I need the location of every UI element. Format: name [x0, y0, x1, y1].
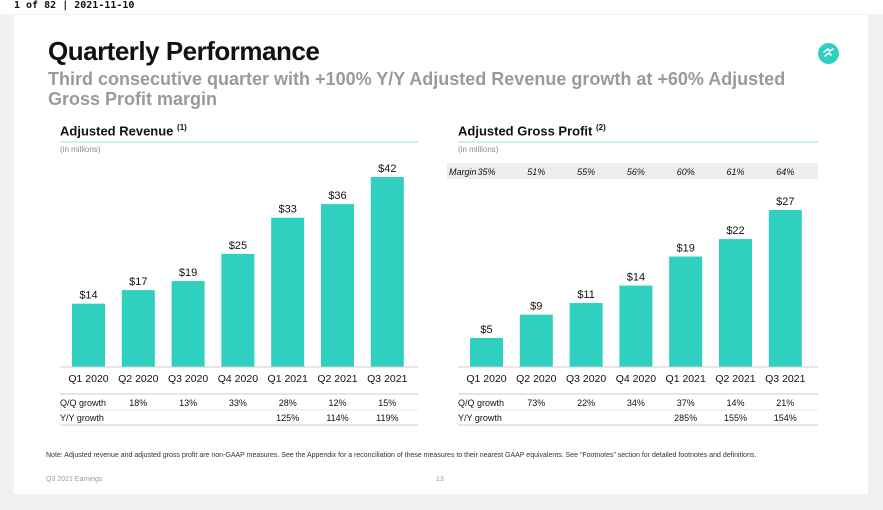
footnote-text: Note: Adjusted revenue and adjusted gros… [46, 452, 757, 459]
revenue-bar [171, 281, 205, 367]
revenue-table-cell: 13% [179, 398, 197, 408]
gross-profit-category-label: Q3 2021 [765, 373, 805, 385]
gross-profit-margin-value: 51% [527, 167, 545, 177]
revenue-table-cell: 15% [378, 398, 396, 408]
gross-profit-table-row-label: Y/Y growth [458, 413, 502, 423]
revenue-value-label: $33 [279, 204, 297, 216]
gross-profit-table-cell: 14% [726, 398, 744, 408]
gross-profit-table-row-label: Q/Q growth [458, 398, 504, 408]
gross-profit-margin-value: 55% [577, 167, 595, 177]
revenue-bar [121, 290, 155, 367]
revenue-category-label: Q2 2020 [118, 373, 158, 385]
slide-page: Quarterly Performance Third consecutive … [14, 15, 868, 494]
gross-profit-chart-title: Adjusted Gross Profit (2) [458, 123, 606, 138]
gross-profit-category-label: Q1 2021 [666, 373, 706, 385]
revenue-table-row-label: Q/Q growth [60, 398, 106, 408]
gross-profit-bar [519, 314, 553, 367]
revenue-value-label: $17 [129, 276, 147, 288]
gross-profit-category-label: Q2 2021 [715, 373, 755, 385]
gross-profit-bar [470, 337, 503, 367]
revenue-title-text: Adjusted Revenue [60, 123, 174, 139]
gross-profit-margin-value: 64% [776, 167, 794, 177]
slide-title: Quarterly Performance [48, 36, 320, 66]
gross-profit-value-label: $5 [480, 324, 492, 336]
gross-profit-table-cell: 21% [776, 398, 794, 408]
document-date: 2021-11-10 [74, 0, 135, 11]
gross-profit-value-label: $11 [577, 289, 595, 301]
gross-profit-value-label: $27 [776, 196, 794, 208]
gross-profit-table-cell: 73% [527, 398, 545, 408]
revenue-table-cell: 114% [326, 413, 348, 423]
revenue-unit-label: (in millions) [60, 145, 101, 154]
revenue-table-cell: 33% [229, 398, 247, 408]
gross-profit-bar [719, 239, 752, 367]
slide-page-number: 13 [436, 476, 444, 483]
gross-profit-category-label: Q2 2020 [516, 373, 556, 385]
revenue-value-label: $36 [328, 190, 346, 202]
revenue-table-cell: 119% [376, 413, 398, 423]
gross-profit-margin-label: Margin [449, 167, 477, 177]
revenue-category-label: Q1 2021 [268, 373, 308, 385]
page-indicator: 1 of 82 [14, 0, 57, 11]
gross-profit-table-cell: 154% [774, 413, 797, 423]
revenue-table-cell: 28% [279, 398, 297, 408]
revenue-category-label: Q2 2021 [317, 373, 357, 385]
gross-profit-unit-label: (in millions) [458, 145, 499, 154]
gross-profit-margin-value: 60% [677, 167, 695, 177]
gross-profit-bar [669, 256, 703, 367]
charts-canvas: $14 Q1 2020 $17 Q2 2020 $19 Q3 2020 $25 Q4 2020… [60, 141, 818, 426]
revenue-category-label: Q3 2020 [168, 373, 208, 385]
revenue-category-label: Q3 2021 [367, 373, 407, 385]
toolbar-separator: | [62, 0, 69, 11]
revenue-bar [271, 217, 305, 367]
revenue-category-label: Q1 2020 [68, 373, 108, 385]
revenue-value-label: $14 [79, 290, 97, 302]
gross-profit-title-footnote: (2) [595, 123, 606, 132]
gross-profit-table-cell: 155% [724, 413, 747, 423]
revenue-category-label: Q4 2020 [218, 373, 258, 385]
revenue-bar [72, 303, 105, 367]
revenue-bar [221, 253, 255, 367]
revenue-bar [321, 204, 354, 367]
revenue-table-cell: 125% [276, 413, 299, 423]
slide-subtitle: Third consecutive quarter with +100% Y/Y… [48, 69, 786, 109]
revenue-bar [370, 177, 404, 367]
gross-profit-table-cell: 37% [677, 398, 695, 408]
gross-profit-category-label: Q1 2020 [466, 373, 506, 385]
gross-profit-value-label: $19 [677, 243, 695, 255]
gross-profit-bar [768, 210, 802, 367]
gross-profit-value-label: $14 [627, 272, 645, 284]
revenue-value-label: $19 [179, 267, 197, 279]
gross-profit-value-label: $9 [530, 301, 542, 313]
brand-logo-icon [818, 43, 839, 64]
gross-profit-bar [619, 285, 653, 367]
gross-profit-margin-value: 61% [726, 167, 744, 177]
gross-profit-margin-value: 35% [477, 167, 495, 177]
gross-profit-value-label: $22 [726, 225, 744, 237]
revenue-chart-title: Adjusted Revenue (1) [60, 123, 187, 138]
footer-label: Q3 2021 Earnings [46, 476, 103, 483]
gross-profit-table-cell: 285% [674, 413, 697, 423]
gross-profit-category-label: Q3 2020 [566, 373, 606, 385]
gross-profit-title-text: Adjusted Gross Profit [458, 123, 593, 139]
revenue-value-label: $42 [378, 163, 396, 175]
gross-profit-bar [569, 303, 603, 367]
revenue-table-cell: 12% [328, 398, 346, 408]
revenue-table-row-label: Y/Y growth [60, 413, 104, 423]
revenue-title-footnote: (1) [177, 123, 187, 132]
gross-profit-table-cell: 22% [577, 398, 595, 408]
gross-profit-category-label: Q4 2020 [616, 373, 656, 385]
gross-profit-margin-band [447, 163, 818, 179]
gross-profit-table-cell: 34% [627, 398, 645, 408]
viewer-toolbar: 1 of 82 | 2021-11-10 [0, 0, 883, 14]
gross-profit-margin-value: 56% [627, 167, 645, 177]
revenue-value-label: $25 [229, 240, 247, 252]
revenue-table-cell: 18% [129, 398, 147, 408]
